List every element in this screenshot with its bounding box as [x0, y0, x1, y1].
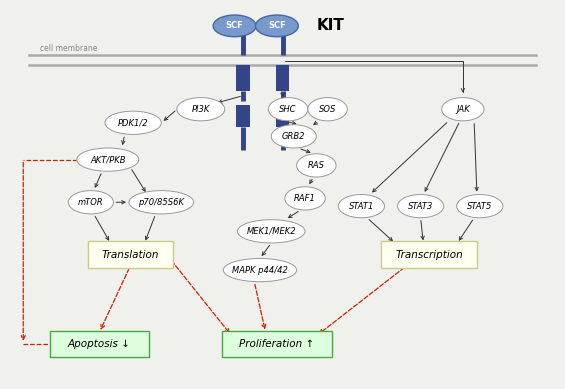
Text: Apoptosis ↓: Apoptosis ↓ [68, 339, 131, 349]
Text: JAK: JAK [456, 105, 470, 114]
Text: Transcription: Transcription [395, 250, 463, 259]
Ellipse shape [271, 125, 316, 148]
Text: STAT3: STAT3 [408, 202, 433, 210]
FancyBboxPatch shape [88, 242, 172, 268]
Ellipse shape [397, 194, 444, 218]
Text: SCF: SCF [226, 21, 244, 30]
Bar [236, 105, 250, 127]
Ellipse shape [237, 220, 305, 243]
Ellipse shape [129, 191, 194, 214]
Ellipse shape [338, 194, 385, 218]
Ellipse shape [308, 98, 347, 121]
Ellipse shape [268, 98, 308, 121]
Text: AKT/PKB: AKT/PKB [90, 155, 125, 164]
Text: Translation: Translation [102, 250, 159, 259]
Text: cell membrane: cell membrane [40, 44, 98, 53]
FancyBboxPatch shape [50, 331, 149, 357]
Ellipse shape [297, 154, 336, 177]
Ellipse shape [285, 187, 325, 210]
Ellipse shape [177, 98, 225, 121]
Ellipse shape [255, 15, 298, 37]
Text: SCF: SCF [268, 21, 286, 30]
Ellipse shape [223, 258, 297, 282]
Ellipse shape [105, 111, 162, 135]
FancyBboxPatch shape [381, 242, 477, 268]
Text: p70/85S6K: p70/85S6K [138, 198, 184, 207]
Text: MEK1/MEK2: MEK1/MEK2 [246, 227, 296, 236]
Bar [276, 65, 289, 91]
Text: PDK1/2: PDK1/2 [118, 118, 149, 127]
Ellipse shape [457, 194, 503, 218]
Text: STAT5: STAT5 [467, 202, 493, 210]
Bar [276, 105, 289, 127]
Ellipse shape [77, 148, 139, 171]
Ellipse shape [442, 98, 484, 121]
Text: mTOR: mTOR [78, 198, 104, 207]
Ellipse shape [68, 191, 114, 214]
Text: SHC: SHC [279, 105, 297, 114]
Ellipse shape [213, 15, 256, 37]
Text: RAF1: RAF1 [294, 194, 316, 203]
Bar [236, 65, 250, 91]
FancyBboxPatch shape [222, 331, 332, 357]
Text: KIT: KIT [316, 18, 344, 33]
Text: STAT1: STAT1 [349, 202, 374, 210]
Text: SOS: SOS [319, 105, 336, 114]
Text: RAS: RAS [308, 161, 325, 170]
Text: MAPK p44/42: MAPK p44/42 [232, 266, 288, 275]
Text: Proliferation ↑: Proliferation ↑ [239, 339, 315, 349]
Text: GRB2: GRB2 [282, 132, 306, 141]
Text: PI3K: PI3K [192, 105, 210, 114]
